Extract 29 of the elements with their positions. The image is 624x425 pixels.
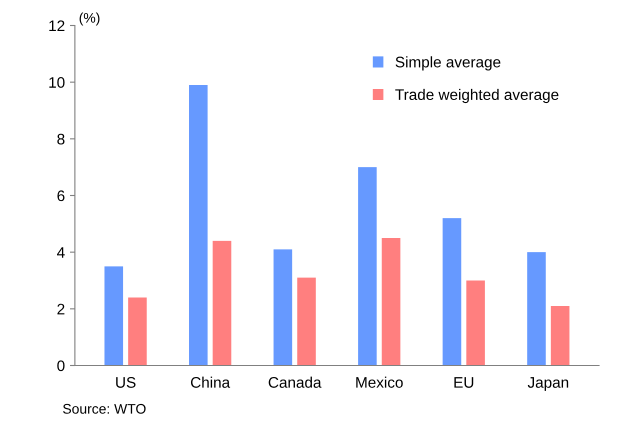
bar bbox=[382, 238, 400, 366]
source-note: Source: WTO bbox=[63, 404, 146, 414]
bar bbox=[466, 280, 485, 366]
bar bbox=[550, 306, 570, 366]
y-tick-label: 2 bbox=[57, 304, 64, 314]
y-tick-label: 8 bbox=[57, 134, 64, 145]
bar bbox=[358, 167, 377, 366]
y-tick-label: 4 bbox=[57, 247, 65, 258]
y-tick-label: 0 bbox=[57, 360, 65, 372]
x-tick-label: Mexico bbox=[356, 376, 403, 388]
x-tick-label: US bbox=[116, 377, 136, 388]
y-tick-label: 10 bbox=[49, 77, 65, 88]
x-tick-label: Japan bbox=[528, 377, 568, 391]
bar bbox=[527, 252, 546, 366]
y-tick-label: 6 bbox=[57, 190, 64, 202]
bar bbox=[104, 266, 124, 366]
legend-label: Trade weighted average bbox=[395, 88, 558, 104]
bar bbox=[189, 85, 208, 366]
y-tick-label: 12 bbox=[49, 20, 64, 32]
legend-label: Simple average bbox=[396, 56, 500, 70]
bar bbox=[128, 298, 147, 366]
bar bbox=[442, 218, 462, 366]
bar bbox=[274, 249, 292, 366]
bar bbox=[297, 278, 316, 366]
x-tick-label: EU bbox=[454, 377, 474, 388]
bar bbox=[212, 240, 232, 366]
x-tick-label: China bbox=[190, 376, 230, 388]
x-tick-label: Canada bbox=[268, 376, 322, 388]
y-axis-title: (%) bbox=[80, 12, 100, 26]
